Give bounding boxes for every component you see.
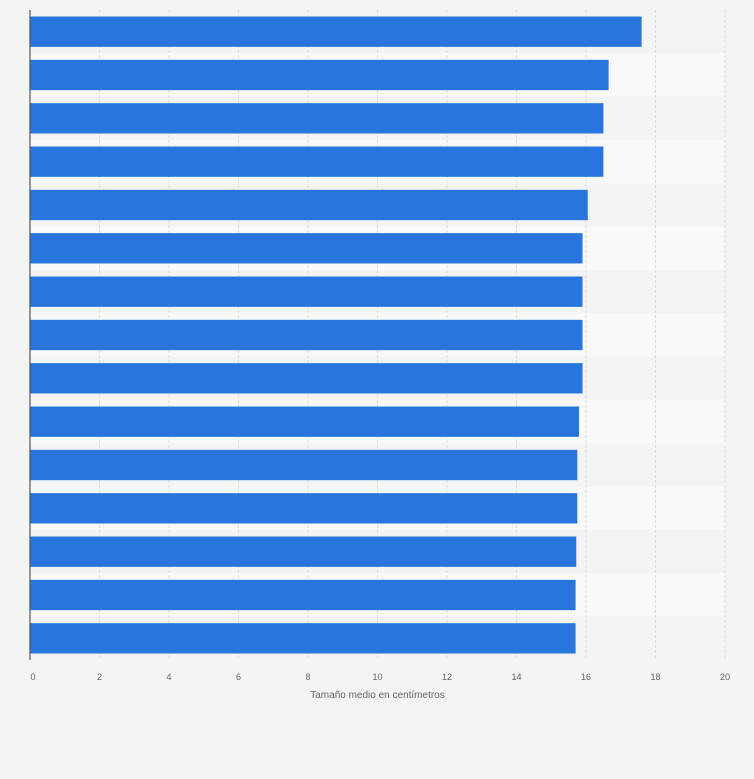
x-tick-label: 18 bbox=[650, 672, 660, 682]
x-tick-label: 6 bbox=[236, 672, 241, 682]
x-tick-label: 10 bbox=[372, 672, 382, 682]
bar[interactable] bbox=[30, 623, 576, 654]
bar[interactable] bbox=[30, 16, 642, 47]
bar[interactable] bbox=[30, 406, 580, 437]
x-tick-label: 20 bbox=[720, 672, 730, 682]
bar[interactable] bbox=[30, 579, 576, 611]
bar[interactable] bbox=[30, 276, 583, 307]
bar[interactable] bbox=[30, 233, 583, 264]
x-tick-label: 4 bbox=[166, 672, 171, 682]
x-tick-labels: 0 2 4 6 8 10 12 14 16 18 20 bbox=[30, 672, 730, 682]
bar[interactable] bbox=[30, 363, 583, 394]
x-tick-label: 2 bbox=[97, 672, 102, 682]
x-tick-label: 14 bbox=[511, 672, 521, 682]
x-tick-label: 0 bbox=[30, 672, 35, 682]
x-tick-label: 12 bbox=[442, 672, 452, 682]
bar[interactable] bbox=[30, 59, 609, 91]
bar[interactable] bbox=[30, 319, 583, 351]
bar[interactable] bbox=[30, 493, 578, 524]
bars bbox=[30, 16, 642, 654]
bar[interactable] bbox=[30, 189, 588, 221]
bar[interactable] bbox=[30, 103, 604, 134]
bar[interactable] bbox=[30, 536, 577, 567]
x-tick-label: 8 bbox=[305, 672, 310, 682]
bar[interactable] bbox=[30, 146, 604, 177]
bar[interactable] bbox=[30, 449, 578, 481]
x-axis-title: Tamaño medio en centímetros bbox=[310, 690, 445, 701]
x-tick-label: 16 bbox=[581, 672, 591, 682]
